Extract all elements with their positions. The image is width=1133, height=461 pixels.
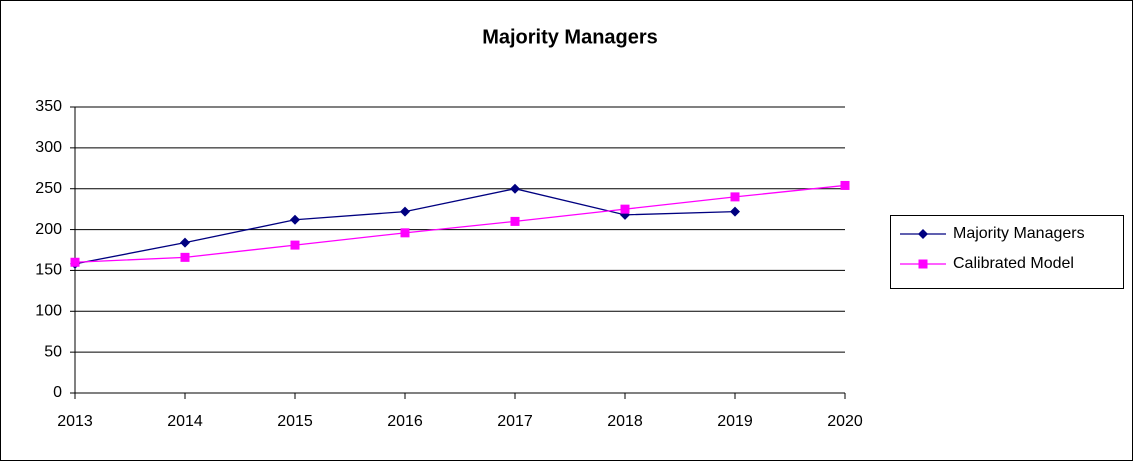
x-tick-label: 2019 <box>717 413 753 430</box>
x-tick-label: 2020 <box>827 413 863 430</box>
data-point <box>840 180 850 190</box>
series-line <box>74 184 846 263</box>
y-tick-label: 100 <box>35 303 62 320</box>
legend-label: Calibrated Model <box>953 255 1074 272</box>
y-tick-label: 150 <box>35 262 62 279</box>
y-tick-label: 300 <box>35 139 62 156</box>
data-point <box>730 192 740 202</box>
data-point <box>400 206 410 217</box>
y-tick-label: 250 <box>35 180 62 197</box>
y-tick-label: 50 <box>44 343 62 360</box>
data-point <box>290 240 300 250</box>
x-tick-label: 2014 <box>167 413 203 430</box>
legend-label: Majority Managers <box>953 225 1085 242</box>
y-tick-label: 350 <box>35 98 62 115</box>
data-point <box>400 228 410 238</box>
x-tick-label: 2018 <box>607 413 643 430</box>
data-point <box>70 257 80 267</box>
legend-marker <box>918 229 928 239</box>
x-tick-label: 2016 <box>387 413 423 430</box>
data-point <box>510 183 520 194</box>
chart-title: Majority Managers <box>482 26 658 48</box>
x-tick-label: 2013 <box>57 413 93 430</box>
data-point <box>180 252 190 262</box>
data-point <box>510 216 520 226</box>
y-tick-label: 0 <box>53 384 62 401</box>
data-point <box>620 204 630 214</box>
legend-box <box>890 215 1124 289</box>
x-tick-label: 2015 <box>277 413 313 430</box>
data-point <box>180 237 190 248</box>
x-tick-label: 2017 <box>497 413 533 430</box>
data-point <box>290 214 300 225</box>
legend-marker <box>918 259 928 269</box>
data-point <box>730 206 740 217</box>
y-tick-label: 200 <box>35 221 62 238</box>
